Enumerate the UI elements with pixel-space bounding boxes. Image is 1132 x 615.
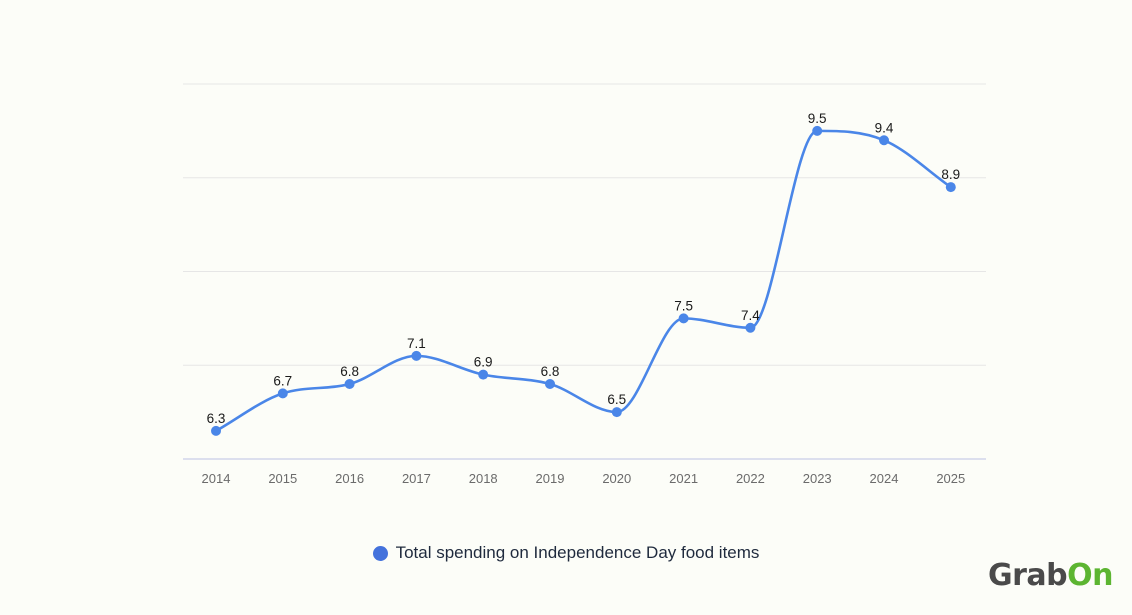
data-point[interactable] <box>611 407 622 418</box>
data-label: 8.9 <box>941 167 960 182</box>
data-labels: 6.3 6.7 6.8 7.1 6.9 6.8 6.5 7.5 7.4 9.5 9.4 8.9 <box>207 111 961 426</box>
data-label: 6.8 <box>541 364 560 379</box>
data-point[interactable] <box>812 125 823 136</box>
data-point[interactable] <box>545 379 555 389</box>
x-tick-label: 2018 <box>469 471 498 486</box>
x-tick-label: 2021 <box>669 471 698 486</box>
chart-legend[interactable]: Total spending on Independence Day food … <box>0 543 1132 563</box>
x-tick-label: 2019 <box>536 471 565 486</box>
series-line-layer <box>215 129 952 433</box>
data-label: 6.5 <box>607 392 626 407</box>
data-label: 7.5 <box>674 298 693 313</box>
data-label: 7.4 <box>741 308 760 323</box>
grabon-logo: Grab On <box>988 558 1114 593</box>
data-point[interactable] <box>211 425 221 436</box>
data-point[interactable] <box>277 388 288 399</box>
x-tick-label: 2025 <box>936 471 965 486</box>
logo-text-grab: Grab <box>988 558 1068 593</box>
data-label: 6.7 <box>273 373 292 388</box>
logo-text-on: On <box>1067 558 1114 593</box>
x-tick-label: 2017 <box>402 471 431 486</box>
legend-label: Total spending on Independence Day food … <box>395 543 760 562</box>
series-line <box>215 129 952 433</box>
data-label: 6.8 <box>340 364 359 379</box>
data-label: 6.3 <box>207 411 226 426</box>
data-point[interactable] <box>945 182 956 193</box>
data-point[interactable] <box>879 135 889 146</box>
x-tick-label: 2024 <box>870 471 899 486</box>
x-tick-label: 2015 <box>268 471 297 486</box>
x-tick-label: 2014 <box>202 471 231 486</box>
x-axis-tick-labels: 2014 2015 2016 2017 2018 2019 2020 2021 2022 2023… <box>202 471 966 486</box>
gridlines <box>183 83 986 460</box>
data-point[interactable] <box>478 369 489 380</box>
data-point[interactable] <box>344 379 355 389</box>
data-point[interactable] <box>678 313 689 324</box>
data-label: 7.1 <box>407 336 426 351</box>
data-point[interactable] <box>411 350 422 361</box>
data-points <box>211 125 956 436</box>
x-tick-label: 2016 <box>335 471 364 486</box>
data-label: 9.5 <box>808 111 827 126</box>
data-point[interactable] <box>745 322 756 333</box>
x-tick-label: 2022 <box>736 471 765 486</box>
data-label: 6.9 <box>474 355 493 370</box>
x-tick-label: 2020 <box>602 471 631 486</box>
legend-swatch-icon <box>372 545 388 561</box>
data-label: 9.4 <box>875 120 894 135</box>
x-tick-label: 2023 <box>803 471 832 486</box>
